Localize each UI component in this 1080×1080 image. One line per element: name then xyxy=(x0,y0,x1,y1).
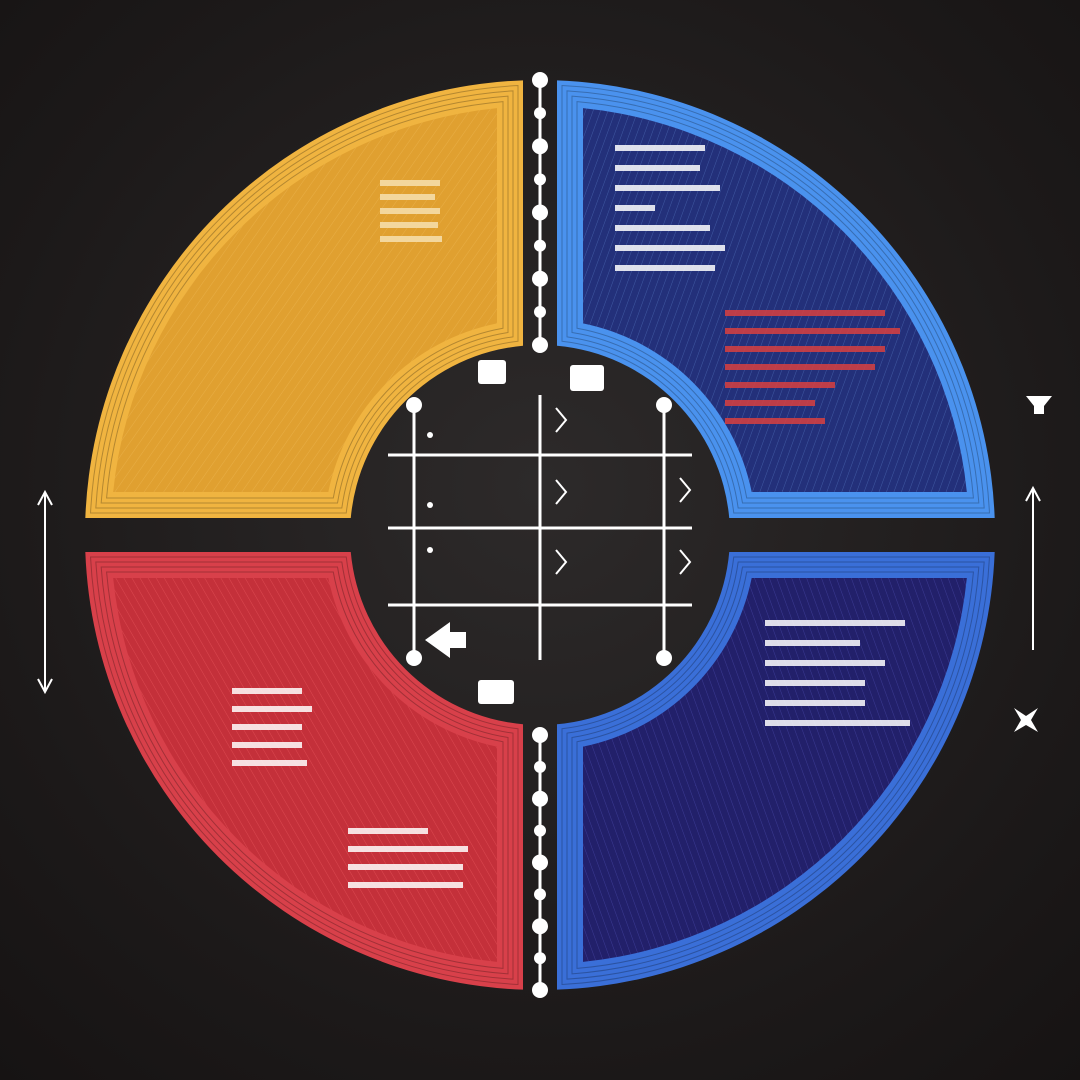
text-mark xyxy=(380,194,435,200)
text-mark xyxy=(725,418,825,424)
quadrant-bottom-right xyxy=(557,552,995,990)
text-mark xyxy=(615,265,715,271)
grid-marker xyxy=(427,547,433,553)
text-mark xyxy=(765,680,865,686)
double-arrow-icon xyxy=(37,489,53,695)
text-mark xyxy=(615,225,710,231)
divider-dot xyxy=(534,107,546,120)
text-mark xyxy=(615,245,725,251)
text-mark xyxy=(615,145,705,151)
divider-dot xyxy=(532,982,548,998)
grid-marker xyxy=(555,549,568,575)
square-marker xyxy=(478,360,506,384)
text-mark xyxy=(615,205,655,211)
text-mark xyxy=(765,640,860,646)
divider-dot xyxy=(534,888,546,901)
text-mark xyxy=(232,724,302,730)
dotted-dividers xyxy=(532,72,548,998)
text-mark xyxy=(725,310,885,316)
double-arrow-icon xyxy=(1025,485,1041,650)
divider-dot xyxy=(534,305,546,318)
grid-marker xyxy=(679,549,692,575)
text-mark xyxy=(380,236,442,242)
divider-dot xyxy=(532,854,548,871)
star-icon xyxy=(1014,708,1038,732)
square-marker xyxy=(570,365,604,391)
divider-dot xyxy=(532,204,548,221)
grid-marker xyxy=(555,479,568,505)
text-mark xyxy=(765,660,885,666)
text-mark xyxy=(348,882,463,888)
divider-dot xyxy=(532,72,548,88)
grid-node xyxy=(406,397,422,413)
text-mark xyxy=(615,185,720,191)
text-mark xyxy=(380,222,438,228)
divider-dot xyxy=(534,824,546,837)
text-mark xyxy=(725,382,835,388)
divider-dot xyxy=(534,239,546,252)
text-mark xyxy=(348,864,463,870)
text-mark xyxy=(232,742,302,748)
text-mark xyxy=(380,180,440,186)
text-mark xyxy=(725,346,885,352)
center-grid xyxy=(388,360,692,704)
text-mark xyxy=(232,706,312,712)
text-mark xyxy=(380,208,440,214)
text-mark xyxy=(348,828,428,834)
text-mark xyxy=(765,620,905,626)
divider-dot xyxy=(532,918,548,935)
text-mark xyxy=(725,400,815,406)
arrow-head-icon xyxy=(1026,396,1052,414)
grid-marker xyxy=(679,477,692,503)
grid-node xyxy=(656,650,672,666)
text-mark xyxy=(725,364,875,370)
text-mark xyxy=(232,760,307,766)
divider-dot xyxy=(534,760,546,773)
arrow-left-icon xyxy=(425,622,466,658)
divider-dot xyxy=(534,952,546,965)
quadrant-top-left xyxy=(85,80,524,519)
divider-dot xyxy=(532,790,548,807)
divider-dot xyxy=(532,270,548,287)
text-mark xyxy=(348,846,468,852)
text-mark xyxy=(725,328,900,334)
divider-dot xyxy=(532,337,548,353)
grid-node xyxy=(406,650,422,666)
text-mark xyxy=(232,688,302,694)
divider-dot xyxy=(532,727,548,743)
quadrant-bottom-left xyxy=(85,552,524,990)
grid-marker xyxy=(555,407,568,433)
square-marker xyxy=(478,680,514,704)
text-mark xyxy=(765,700,865,706)
grid-marker xyxy=(427,432,433,438)
text-mark xyxy=(615,165,700,171)
text-mark xyxy=(765,720,910,726)
grid-marker xyxy=(427,502,433,508)
grid-node xyxy=(656,397,672,413)
divider-dot xyxy=(532,138,548,155)
divider-dot xyxy=(534,173,546,186)
